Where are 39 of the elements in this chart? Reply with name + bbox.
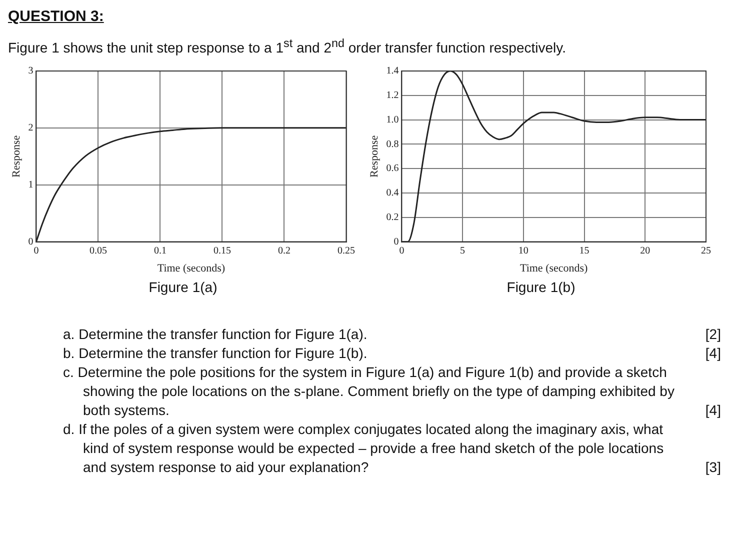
x-axis-title: Time (seconds) <box>157 262 226 274</box>
y-tick-label: 1.2 <box>386 90 399 101</box>
y-axis-title: Response <box>368 134 380 178</box>
chart-subtitle: Figure 1 shows the unit step response to a 1$^{st}$ and 2$^{nd}$ order transfer function respectively. <box>8 37 567 56</box>
x-tick-label: 15 <box>579 245 590 256</box>
x-axis-title: Time (seconds) <box>520 262 588 274</box>
x-tick-label: 0.2 <box>278 245 290 256</box>
text: [4] <box>704 400 721 420</box>
y-tick-label: 0.8 <box>386 138 399 150</box>
text: a. Determine the transfer function for Figure 1(a). <box>63 324 368 344</box>
y-tick-label: 0 <box>28 236 34 248</box>
x-tick-label: 0.15 <box>213 245 231 256</box>
x-tick-label: 25 <box>701 245 711 256</box>
x-tick-label: 20 <box>640 245 650 256</box>
text: [3] <box>704 458 721 477</box>
y-tick-label: 1.0 <box>386 114 399 126</box>
x-tick-label: 5 <box>460 245 466 256</box>
text: b. Determine the transfer function for Figure 1(b). <box>63 344 368 363</box>
y-tick-label: 3 <box>28 65 34 76</box>
y-tick-label: 1 <box>28 179 34 190</box>
y-tick-label: 0 <box>394 236 399 248</box>
y-tick-label: 1.4 <box>386 65 399 76</box>
text: d. If the poles of a given system were complex conjugates located along the imaginary axis, what kind of system response would be expected – provide a free hand sketch of the pole locations and system response to aid your explanation? <box>63 420 665 477</box>
x-tick-label: 0.05 <box>89 245 107 256</box>
text: [4] <box>704 344 721 363</box>
text: [2] <box>704 324 721 344</box>
x-tick-label: 0.1 <box>154 245 166 256</box>
caption: Figure 1(a) <box>148 278 218 295</box>
y-axis-title: Response <box>10 134 22 178</box>
caption: Figure 1(b) <box>506 278 576 295</box>
y-tick-label: 0.2 <box>386 212 399 223</box>
y-tick-label: 0.4 <box>386 187 399 198</box>
y-tick-label: 0.6 <box>386 162 399 174</box>
x-tick-label: 10 <box>518 245 528 256</box>
x-tick-label: 0.25 <box>338 245 355 256</box>
y-tick-label: 2 <box>28 122 34 134</box>
chart-title: QUESTION 3: <box>8 8 105 25</box>
text: c. Determine the pole positions for the system in Figure 1(a) and Figure 1(b) and provide a sketch showing the pole locations on the s-plane. Comment briefly on the type of damping exhibited by both systems. <box>63 362 676 420</box>
line-series <box>402 70 706 242</box>
